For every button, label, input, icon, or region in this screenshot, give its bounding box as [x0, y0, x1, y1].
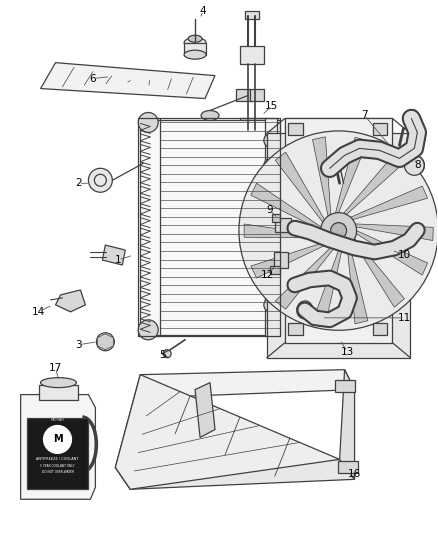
Polygon shape	[275, 247, 334, 309]
Text: 4: 4	[200, 6, 206, 16]
Polygon shape	[41, 63, 215, 99]
Ellipse shape	[188, 35, 202, 42]
Text: 5: 5	[159, 350, 166, 360]
Text: 3: 3	[75, 340, 82, 350]
Bar	[240, 118, 268, 136]
Bar	[372, 323, 388, 335]
Circle shape	[331, 223, 346, 239]
Bar	[274, 252, 288, 268]
Polygon shape	[195, 383, 215, 438]
Text: M: M	[53, 434, 62, 445]
Text: 16: 16	[348, 470, 361, 479]
Text: 5 YEAR COOLANT ONLY: 5 YEAR COOLANT ONLY	[40, 464, 75, 469]
Polygon shape	[251, 183, 321, 230]
Bar	[250, 88, 264, 101]
Bar	[285, 118, 392, 343]
Polygon shape	[97, 334, 113, 350]
Polygon shape	[336, 138, 368, 213]
Circle shape	[43, 425, 71, 454]
Polygon shape	[347, 245, 368, 324]
Polygon shape	[351, 186, 427, 220]
Bar	[39, 385, 78, 400]
Bar	[288, 323, 303, 335]
Ellipse shape	[184, 50, 206, 59]
Text: 8: 8	[414, 160, 420, 171]
Polygon shape	[244, 224, 322, 238]
Bar	[285, 118, 392, 343]
Text: ANTIFREEZE / COOLANT: ANTIFREEZE / COOLANT	[36, 457, 79, 462]
Polygon shape	[115, 459, 355, 489]
Text: 17: 17	[49, 362, 62, 373]
Polygon shape	[251, 242, 327, 278]
Bar	[236, 88, 250, 101]
Circle shape	[138, 320, 158, 340]
Text: 1: 1	[115, 255, 122, 265]
Circle shape	[264, 188, 278, 202]
Circle shape	[264, 298, 278, 312]
Circle shape	[404, 155, 424, 175]
Circle shape	[88, 168, 112, 192]
Ellipse shape	[41, 378, 77, 387]
Text: DO NOT OVER-WATER: DO NOT OVER-WATER	[42, 470, 74, 474]
Text: 2: 2	[75, 178, 82, 188]
Circle shape	[138, 112, 158, 132]
Polygon shape	[115, 375, 339, 489]
Circle shape	[239, 131, 438, 330]
Bar	[372, 124, 388, 135]
Bar	[245, 11, 259, 19]
Polygon shape	[339, 370, 355, 479]
Bar	[335, 379, 355, 392]
Bar	[270, 266, 280, 274]
Circle shape	[264, 133, 278, 148]
Polygon shape	[140, 370, 355, 398]
Text: 15: 15	[265, 101, 279, 110]
Bar	[265, 118, 277, 336]
Polygon shape	[356, 231, 427, 275]
Text: 6: 6	[89, 74, 96, 84]
Polygon shape	[21, 394, 95, 499]
Ellipse shape	[297, 301, 313, 319]
Ellipse shape	[404, 110, 419, 127]
Circle shape	[96, 333, 114, 351]
Circle shape	[264, 243, 278, 257]
Bar	[288, 124, 303, 135]
Bar	[140, 120, 280, 335]
Text: 14: 14	[32, 307, 45, 317]
Polygon shape	[275, 152, 325, 222]
Bar	[27, 417, 88, 489]
Circle shape	[321, 213, 357, 248]
Polygon shape	[102, 245, 125, 265]
Polygon shape	[313, 248, 343, 325]
Text: 12: 12	[261, 270, 275, 280]
Circle shape	[264, 213, 278, 227]
Bar	[138, 118, 160, 336]
Bar	[275, 218, 291, 232]
Circle shape	[264, 158, 278, 172]
Bar	[184, 43, 206, 55]
Ellipse shape	[201, 110, 219, 120]
Polygon shape	[115, 375, 150, 489]
Bar	[240, 46, 264, 63]
Polygon shape	[313, 137, 331, 216]
Polygon shape	[353, 238, 404, 307]
Bar	[267, 133, 410, 358]
Circle shape	[264, 273, 278, 287]
Text: 11: 11	[398, 313, 411, 323]
Text: MOPAR: MOPAR	[50, 417, 64, 422]
Bar	[272, 214, 280, 222]
Circle shape	[163, 350, 171, 358]
Polygon shape	[355, 224, 433, 240]
Text: 7: 7	[361, 110, 368, 120]
Text: 9: 9	[267, 205, 273, 215]
Text: 10: 10	[398, 250, 411, 260]
Text: 13: 13	[341, 347, 354, 357]
Ellipse shape	[184, 38, 206, 47]
Polygon shape	[56, 290, 85, 312]
Polygon shape	[343, 154, 404, 214]
Bar	[338, 462, 357, 473]
